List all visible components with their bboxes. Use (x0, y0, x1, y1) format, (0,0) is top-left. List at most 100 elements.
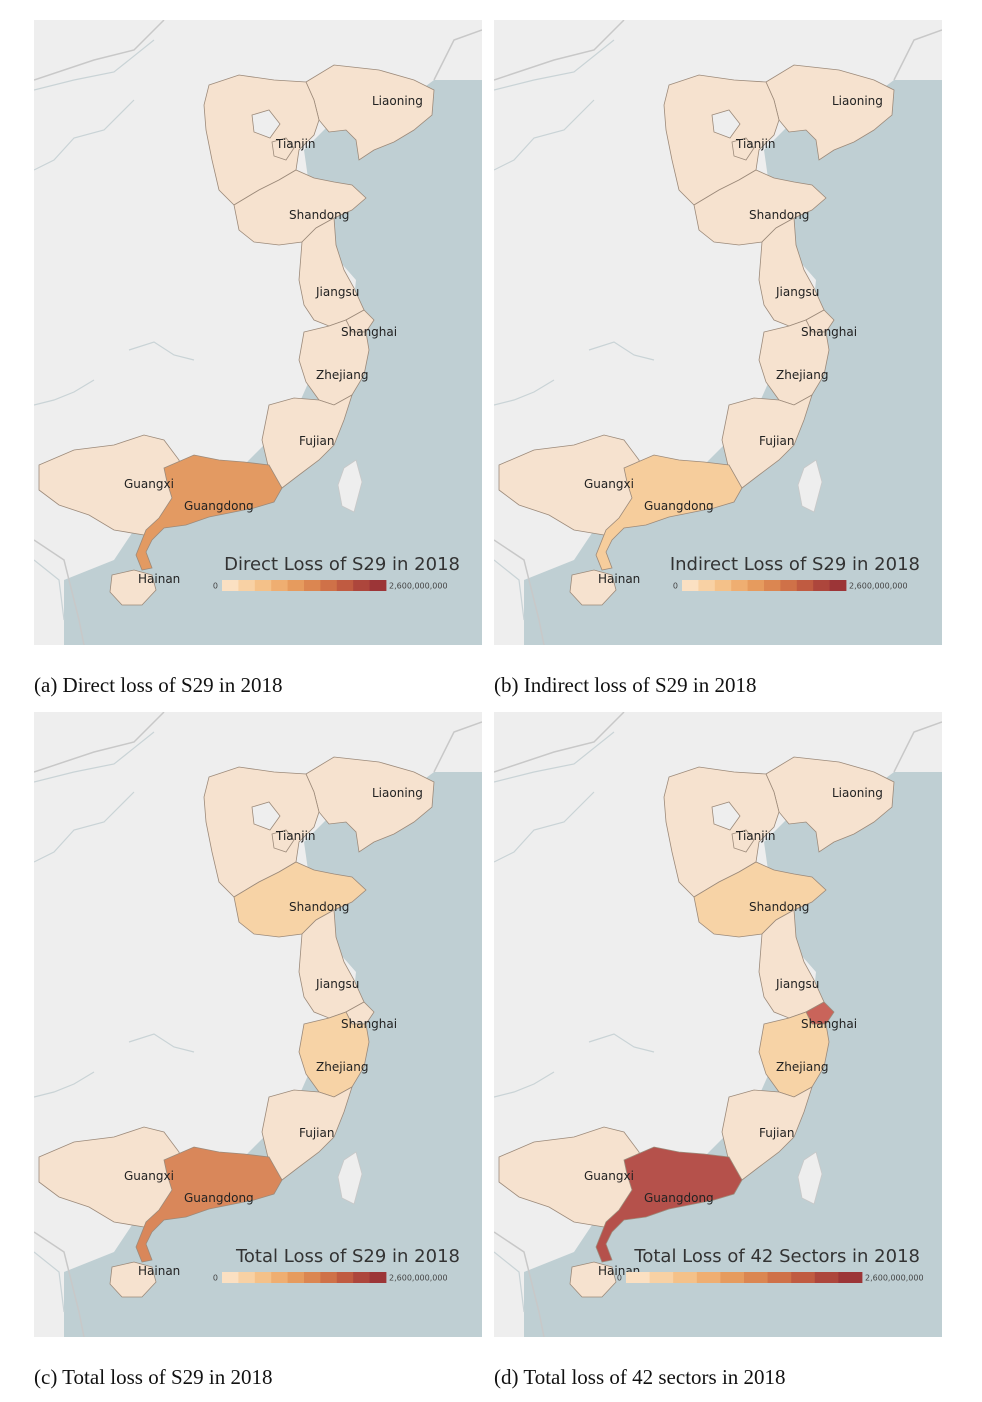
river-line (494, 1071, 555, 1098)
province-hainan (109, 1261, 157, 1298)
country-border (494, 1231, 545, 1337)
legend-swatch (271, 1272, 288, 1283)
province-hainan (569, 569, 617, 606)
legend-swatch (720, 1272, 745, 1283)
province-label-shandong: Shandong (749, 900, 809, 914)
province-label-fujian: Fujian (299, 1126, 334, 1140)
river-line (34, 99, 135, 171)
province-zhejiang (298, 319, 370, 406)
country-border (433, 29, 482, 81)
province-label-guangdong: Guangdong (644, 1191, 714, 1205)
province-tianjin (271, 829, 295, 853)
legend-swatch (767, 1272, 792, 1283)
province-label-guangxi: Guangxi (124, 477, 174, 491)
river-line (494, 559, 525, 621)
province-label-shandong: Shandong (749, 208, 809, 222)
legend-swatch (791, 1272, 816, 1283)
province-shandong (233, 169, 367, 246)
caption-d: (d) Total loss of 42 sectors in 2018 (494, 1365, 786, 1389)
river-line (34, 791, 135, 863)
country-border (494, 20, 625, 81)
legend-min-label: 0 (617, 1274, 622, 1283)
province-label-fujian: Fujian (759, 434, 794, 448)
province-label-guangdong: Guangdong (184, 499, 254, 513)
legend-max-label: 2,600,000,000 (849, 582, 908, 591)
legend-max-label: 2,600,000,000 (865, 1274, 924, 1283)
province-tianjin (731, 137, 755, 161)
province-label-hainan: Hainan (138, 572, 180, 586)
country-border (34, 539, 85, 645)
province-label-tianjin: Tianjin (735, 137, 776, 151)
province-label-jiangsu: Jiangsu (775, 285, 819, 299)
province-label-guangxi: Guangxi (584, 477, 634, 491)
legend-min-label: 0 (213, 1274, 218, 1283)
province-tianjin (731, 829, 755, 853)
province-shandong (693, 861, 827, 938)
province-label-shandong: Shandong (289, 208, 349, 222)
river-line (34, 379, 95, 406)
map-panel-a: Liaoning Tianjin Shandong Jiangsu Shanghai Zh… (34, 20, 482, 645)
legend-swatch (744, 1272, 768, 1283)
province-label-liaoning: Liaoning (832, 94, 883, 108)
province-label-shanghai: Shanghai (341, 1017, 397, 1031)
river-line (128, 1033, 195, 1053)
legend-swatch (731, 580, 748, 591)
province-label-zhejiang: Zhejiang (316, 1060, 368, 1074)
legend-swatch (682, 580, 699, 591)
caption-a: (a) Direct loss of S29 in 2018 (34, 673, 283, 697)
province-label-hainan: Hainan (598, 572, 640, 586)
legend-swatch (796, 580, 814, 591)
river-line (588, 1033, 655, 1053)
province-label-shandong: Shandong (289, 900, 349, 914)
river-line (34, 1251, 65, 1313)
province-label-fujian: Fujian (759, 1126, 794, 1140)
legend-swatch (780, 580, 798, 591)
country-border (893, 721, 942, 773)
legend-swatch (698, 580, 716, 591)
legend-swatch (626, 1272, 650, 1283)
river-line (128, 341, 195, 361)
province-label-jiangsu: Jiangsu (315, 285, 359, 299)
province-guangdong (595, 454, 743, 571)
province-label-hainan: Hainan (138, 1264, 180, 1278)
legend-title: Total Loss of S29 in 2018 (235, 1246, 460, 1267)
caption-c: (c) Total loss of S29 in 2018 (34, 1365, 273, 1389)
province-beijing-hebei (203, 74, 320, 206)
province-label-liaoning: Liaoning (372, 94, 423, 108)
legend-swatch (353, 1272, 370, 1283)
river-line (494, 1251, 525, 1313)
legend-swatch (254, 580, 272, 591)
province-label-guangxi: Guangxi (124, 1169, 174, 1183)
country-border (433, 721, 482, 773)
taiwan-land (337, 1151, 363, 1205)
country-border (34, 712, 165, 773)
province-liaoning (765, 756, 895, 853)
province-label-guangxi: Guangxi (584, 1169, 634, 1183)
province-shandong (693, 169, 827, 246)
legend-swatch (696, 1272, 721, 1283)
legend-swatch (304, 580, 321, 591)
legend-swatch (222, 1272, 239, 1283)
country-border (34, 20, 165, 81)
legend-min-label: 0 (213, 582, 218, 591)
river-line (588, 341, 655, 361)
legend-title: Total Loss of 42 Sectors in 2018 (633, 1246, 920, 1267)
legend-swatch (673, 1272, 698, 1283)
legend-title: Direct Loss of S29 in 2018 (224, 554, 460, 575)
map-svg: Liaoning Tianjin Shandong Jiangsu Shanghai Zh… (34, 20, 482, 645)
map-svg: Liaoning Tianjin Shandong Jiangsu Shanghai Zh… (34, 712, 482, 1337)
taiwan-land (337, 459, 363, 513)
map-panel-b: Liaoning Tianjin Shandong Jiangsu Shanghai Zh… (494, 20, 942, 645)
legend-swatch (649, 1272, 674, 1283)
legend-swatch (369, 1272, 387, 1283)
river-line (494, 791, 595, 863)
map-svg: Liaoning Tianjin Shandong Jiangsu Shanghai Zh… (494, 712, 942, 1337)
legend-swatch (320, 1272, 338, 1283)
legend-title: Indirect Loss of S29 in 2018 (670, 554, 920, 575)
legend-swatch (238, 580, 256, 591)
province-label-liaoning: Liaoning (372, 786, 423, 800)
taiwan-land (797, 459, 823, 513)
province-label-tianjin: Tianjin (275, 137, 316, 151)
river-line (34, 1071, 95, 1098)
province-label-guangdong: Guangdong (184, 1191, 254, 1205)
